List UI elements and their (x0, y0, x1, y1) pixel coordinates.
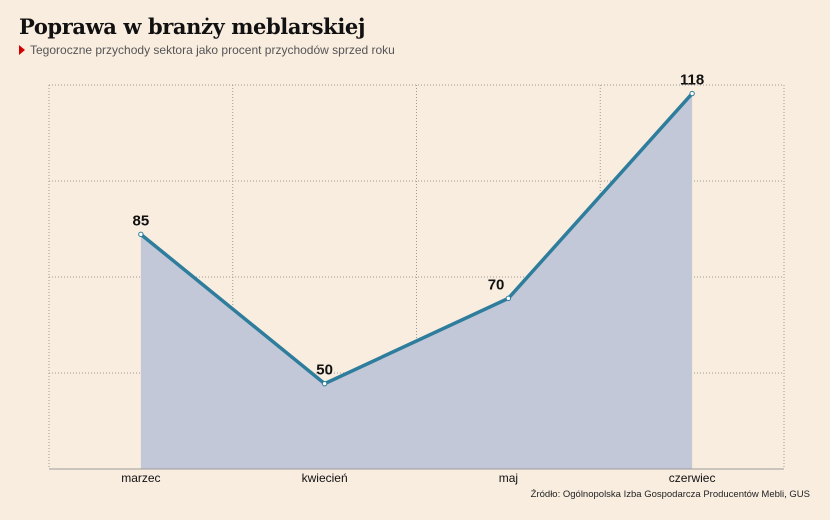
x-tick-kwiecień: kwiecień (302, 471, 348, 485)
x-tick-maj: maj (499, 471, 518, 485)
data-label-marzec: 85 (133, 212, 150, 229)
data-point-marzec (138, 231, 144, 238)
area-fill (140, 93, 693, 470)
data-labels: 85 50 70 118 (133, 72, 705, 379)
x-tick-marzec: marzec (121, 471, 160, 485)
source-note: Źródło: Ogólnopolska Izba Gospodarcza Pr… (530, 489, 810, 500)
data-label-czerwiec: 118 (680, 72, 704, 89)
chart-title: Poprawa w branży meblarskiej (19, 14, 366, 39)
data-points (138, 90, 695, 387)
x-tick-labels: marzec kwiecień maj czerwiec (121, 471, 715, 485)
data-point-maj (505, 295, 512, 302)
series-line (139, 91, 694, 386)
chart-subtitle-text: Tegoroczne przychody sektora jako procen… (30, 43, 395, 57)
x-tick-czerwiec: czerwiec (669, 471, 716, 485)
data-label-maj: 70 (488, 276, 505, 293)
chart-subtitle: Tegoroczne przychody sektora jako procen… (19, 43, 395, 57)
data-point-kwiecień (321, 380, 328, 387)
data-label-kwiecień: 50 (316, 362, 333, 379)
triangle-marker-icon (19, 45, 25, 55)
data-point-czerwiec (689, 90, 695, 97)
